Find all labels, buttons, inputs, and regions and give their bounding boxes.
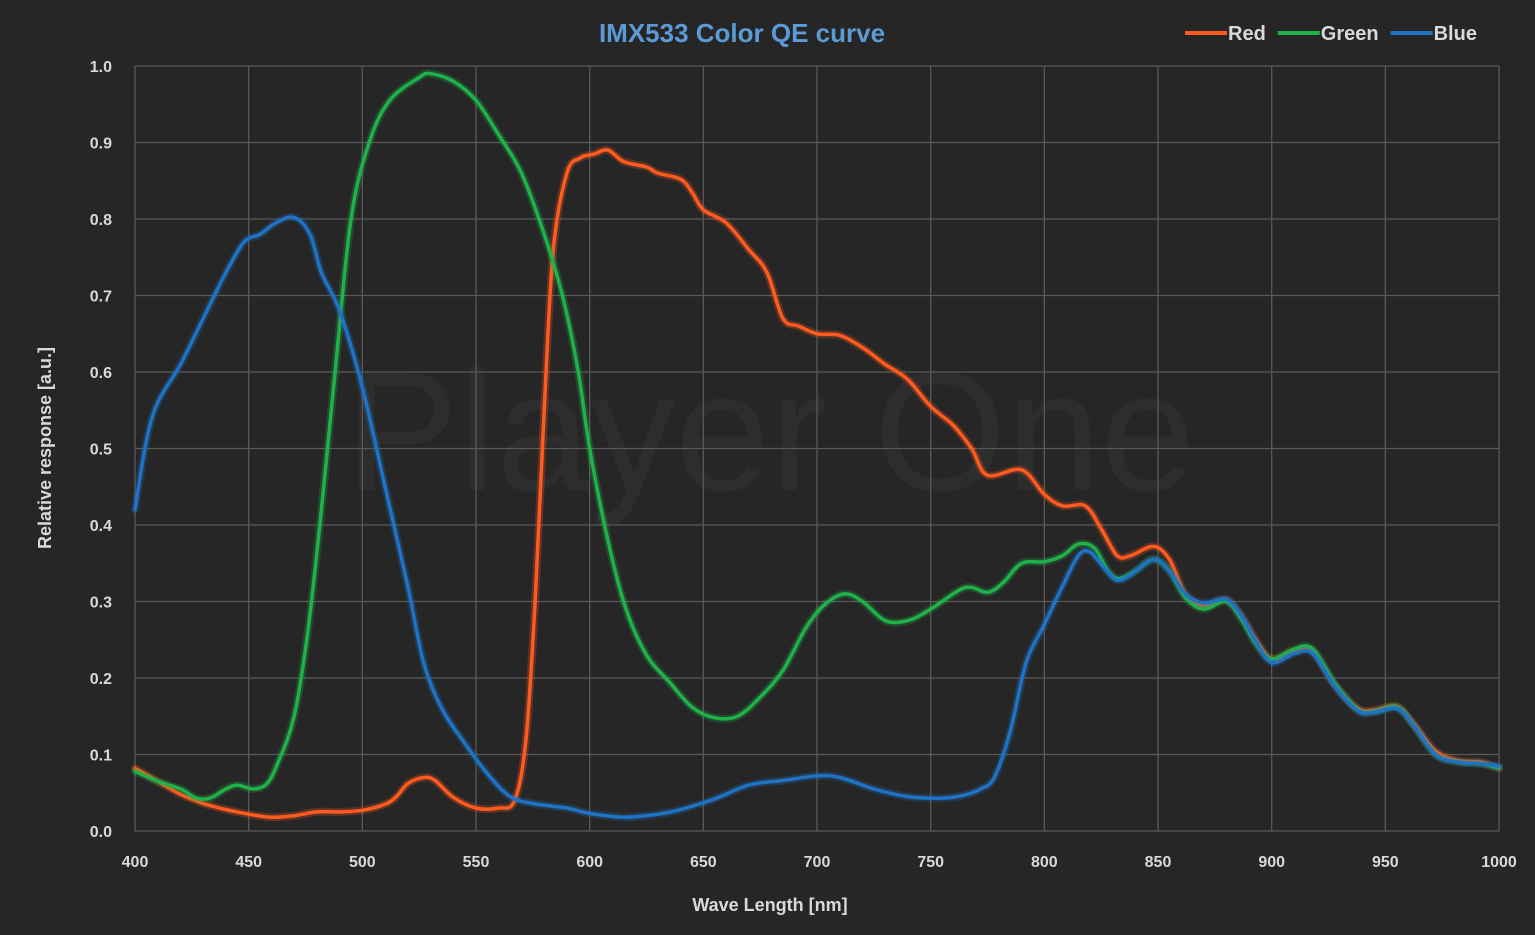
y-tick-label: 0.5 bbox=[90, 442, 112, 459]
y-tick-label: 0.7 bbox=[90, 289, 112, 306]
y-tick-label: 0.1 bbox=[90, 748, 112, 765]
x-tick-label: 600 bbox=[576, 854, 603, 871]
chart-title: IMX533 Color QE curve bbox=[599, 18, 885, 48]
x-tick-label: 700 bbox=[804, 854, 831, 871]
legend: Red Green Blue bbox=[1185, 23, 1477, 45]
y-tick-label: 0.6 bbox=[90, 365, 112, 382]
x-tick-label: 550 bbox=[463, 854, 490, 871]
x-tick-label: 450 bbox=[235, 854, 262, 871]
legend-label-blue: Blue bbox=[1434, 23, 1477, 45]
series-lines bbox=[131, 69, 1503, 822]
y-axis-title: Relative response [a.u.] bbox=[35, 347, 55, 549]
x-tick-label: 950 bbox=[1372, 854, 1399, 871]
y-tick-label: 0.8 bbox=[90, 212, 112, 229]
series-blue-line bbox=[133, 215, 1501, 819]
x-tick-label: 750 bbox=[917, 854, 944, 871]
y-tick-label: 0.9 bbox=[90, 136, 112, 153]
x-tick-label: 800 bbox=[1031, 854, 1058, 871]
y-tick-label: 0.3 bbox=[90, 595, 112, 612]
x-axis-title: Wave Length [nm] bbox=[692, 895, 847, 915]
x-tick-label: 1000 bbox=[1481, 854, 1517, 871]
x-tick-label: 400 bbox=[122, 854, 149, 871]
x-tick-label: 850 bbox=[1145, 854, 1172, 871]
x-axis-ticks: 400 450 500 550 600 650 700 750 800 850 900 950 1000 bbox=[122, 854, 1517, 871]
y-tick-label: 0.0 bbox=[90, 824, 112, 841]
y-axis-ticks: 0.0 0.1 0.2 0.3 0.4 0.5 0.6 0.7 0.8 0.9 1.0 bbox=[90, 59, 112, 841]
x-tick-label: 650 bbox=[690, 854, 717, 871]
y-tick-label: 0.4 bbox=[90, 518, 112, 535]
legend-label-green: Green bbox=[1321, 23, 1379, 45]
y-tick-label: 1.0 bbox=[90, 59, 112, 76]
y-tick-label: 0.2 bbox=[90, 671, 112, 688]
watermark: Player One bbox=[345, 337, 1195, 527]
x-tick-label: 500 bbox=[349, 854, 376, 871]
legend-label-red: Red bbox=[1228, 23, 1266, 45]
gridlines bbox=[134, 65, 1500, 832]
x-tick-label: 900 bbox=[1258, 854, 1285, 871]
